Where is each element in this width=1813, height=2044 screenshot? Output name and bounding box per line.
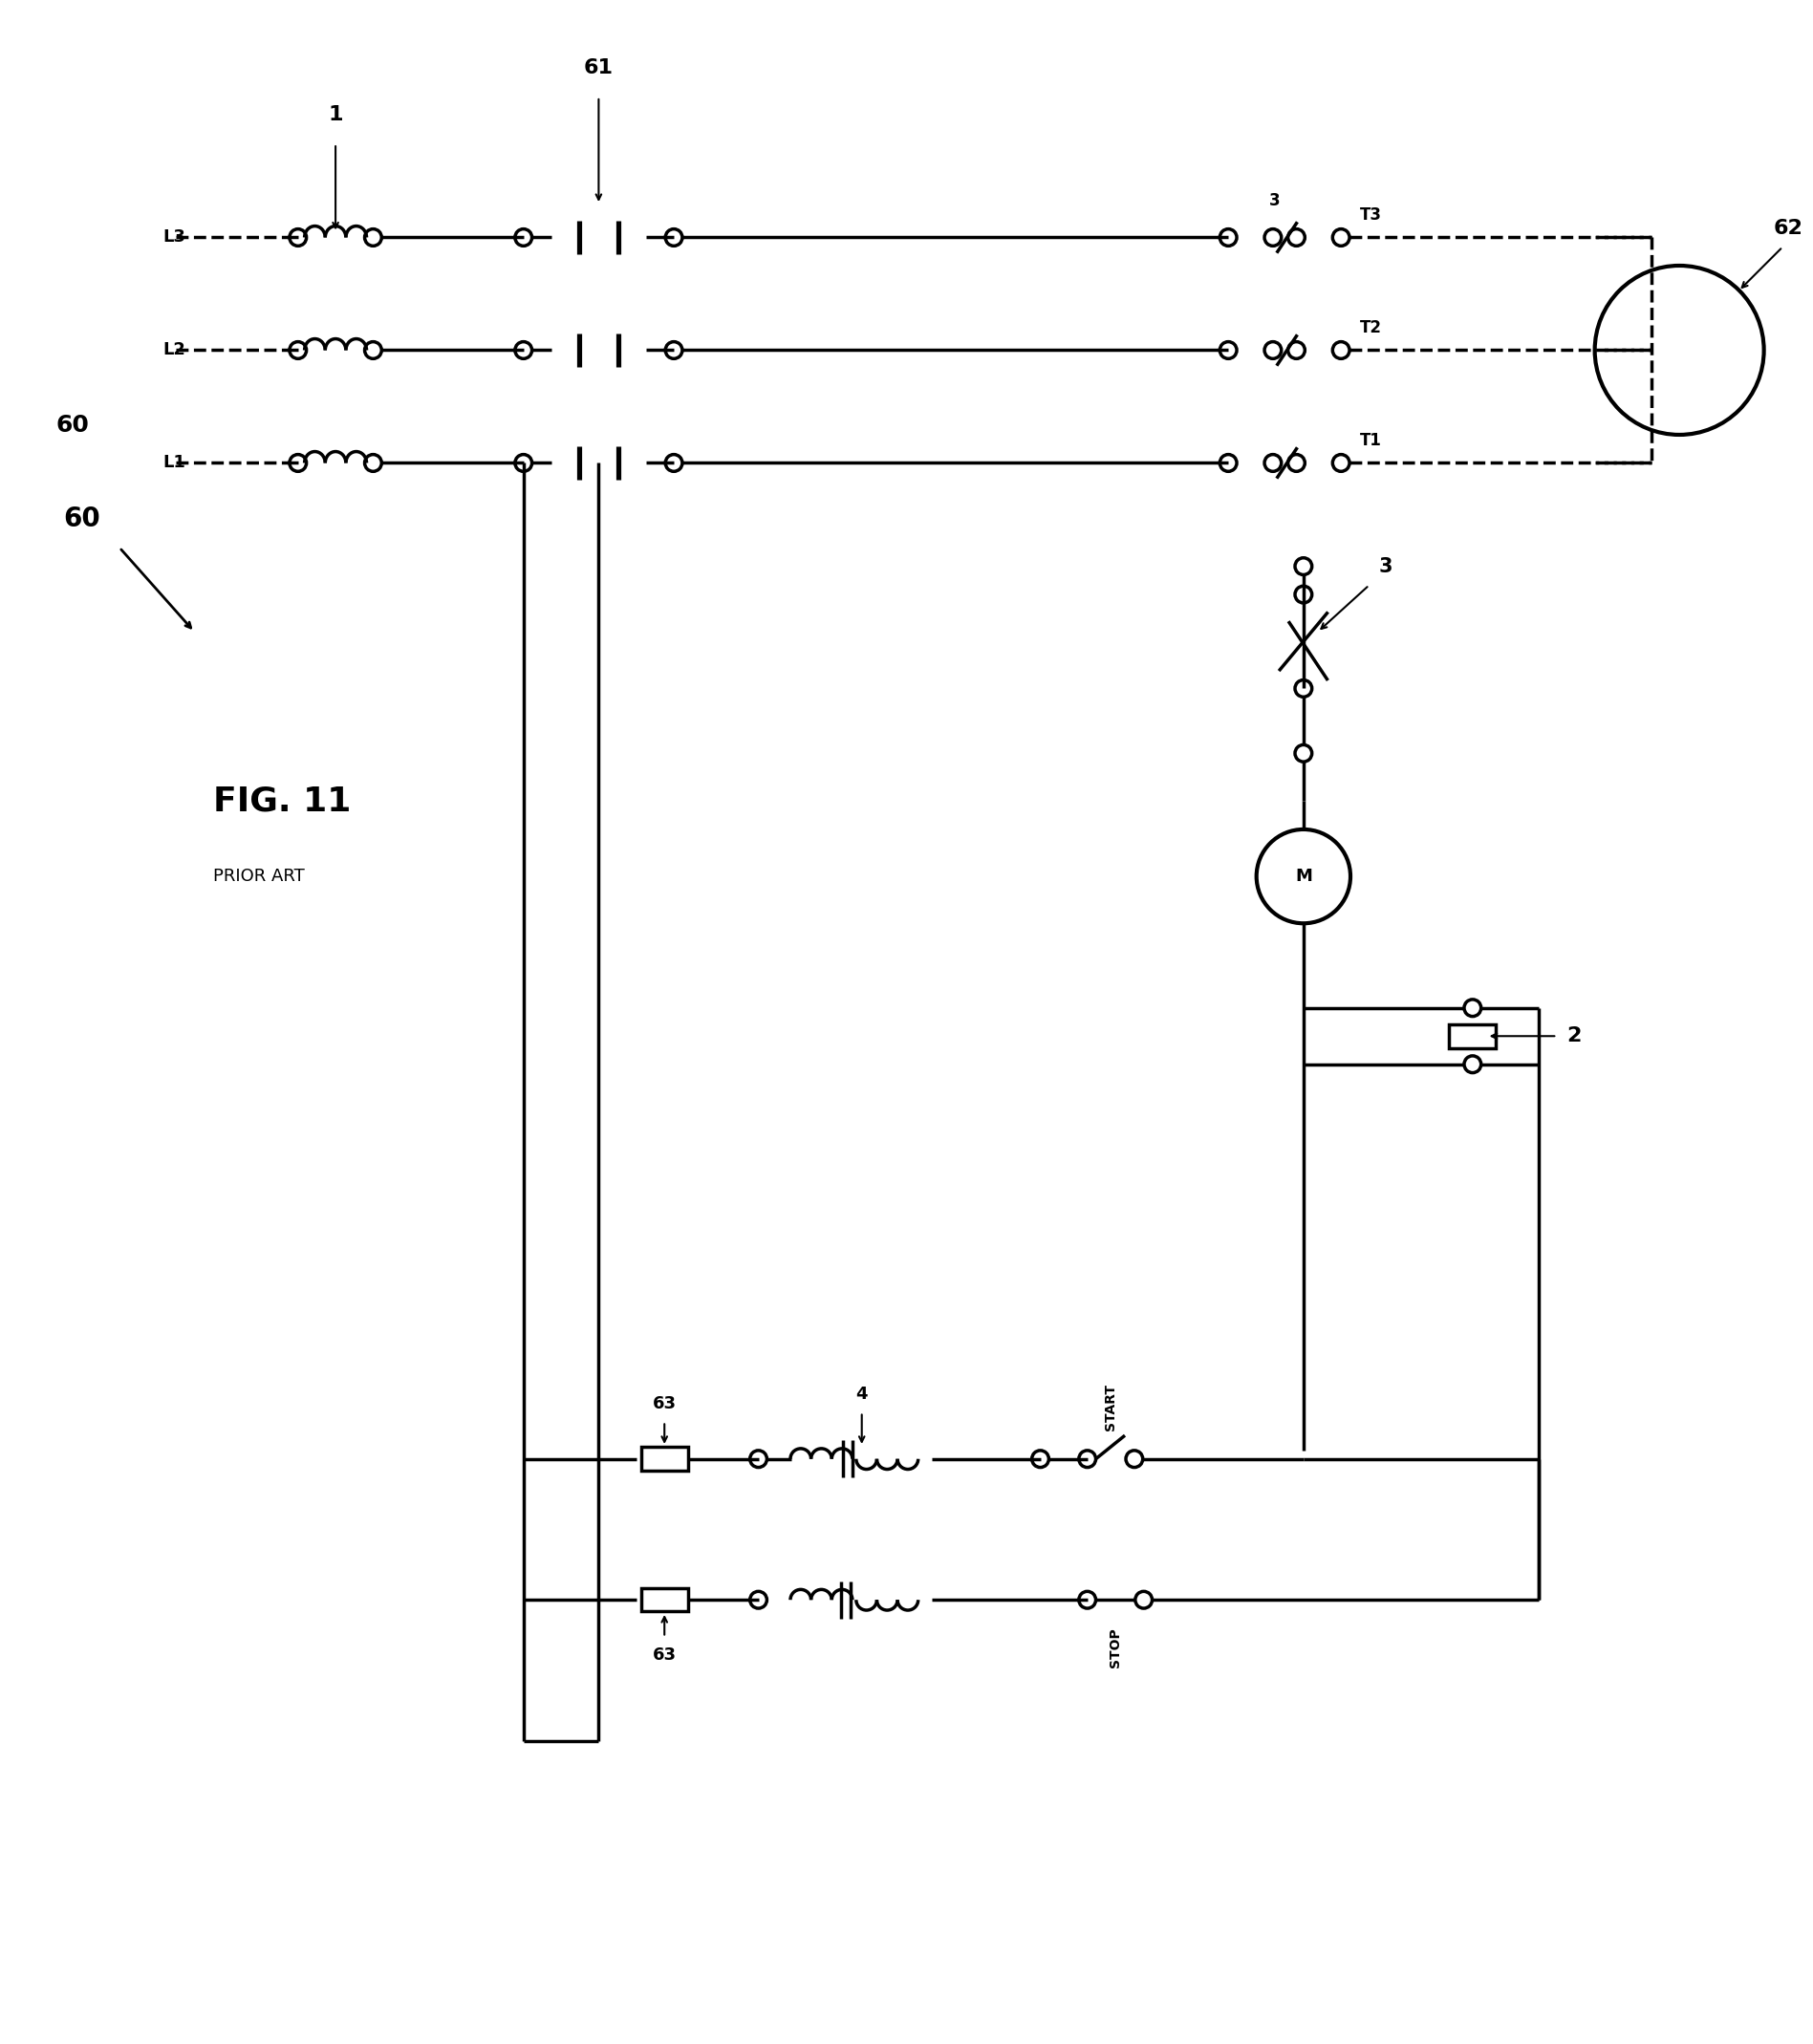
Text: FIG. 11: FIG. 11 bbox=[214, 785, 352, 818]
Text: M: M bbox=[1294, 869, 1313, 885]
Text: 63: 63 bbox=[653, 1647, 676, 1664]
Text: 60: 60 bbox=[56, 413, 89, 437]
Text: 63: 63 bbox=[653, 1394, 676, 1412]
Text: 3: 3 bbox=[1378, 556, 1392, 576]
Text: L3: L3 bbox=[163, 229, 185, 245]
Text: 1: 1 bbox=[328, 106, 343, 125]
Text: 61: 61 bbox=[584, 59, 613, 78]
Bar bbox=[642, 1588, 687, 1611]
Text: 4: 4 bbox=[856, 1386, 868, 1402]
Text: T1: T1 bbox=[1360, 431, 1382, 450]
Text: T3: T3 bbox=[1360, 206, 1382, 223]
Bar bbox=[1449, 1024, 1496, 1049]
Text: 3: 3 bbox=[1269, 192, 1280, 208]
Text: T2: T2 bbox=[1360, 319, 1382, 335]
Text: PRIOR ART: PRIOR ART bbox=[214, 869, 305, 885]
Text: 60: 60 bbox=[63, 507, 100, 533]
Bar bbox=[642, 1447, 687, 1470]
Text: L1: L1 bbox=[163, 454, 185, 472]
Text: L2: L2 bbox=[163, 341, 185, 360]
Text: START: START bbox=[1104, 1384, 1117, 1431]
Text: 2: 2 bbox=[1566, 1026, 1581, 1047]
Text: STOP: STOP bbox=[1110, 1627, 1122, 1668]
Text: 62: 62 bbox=[1773, 219, 1802, 237]
